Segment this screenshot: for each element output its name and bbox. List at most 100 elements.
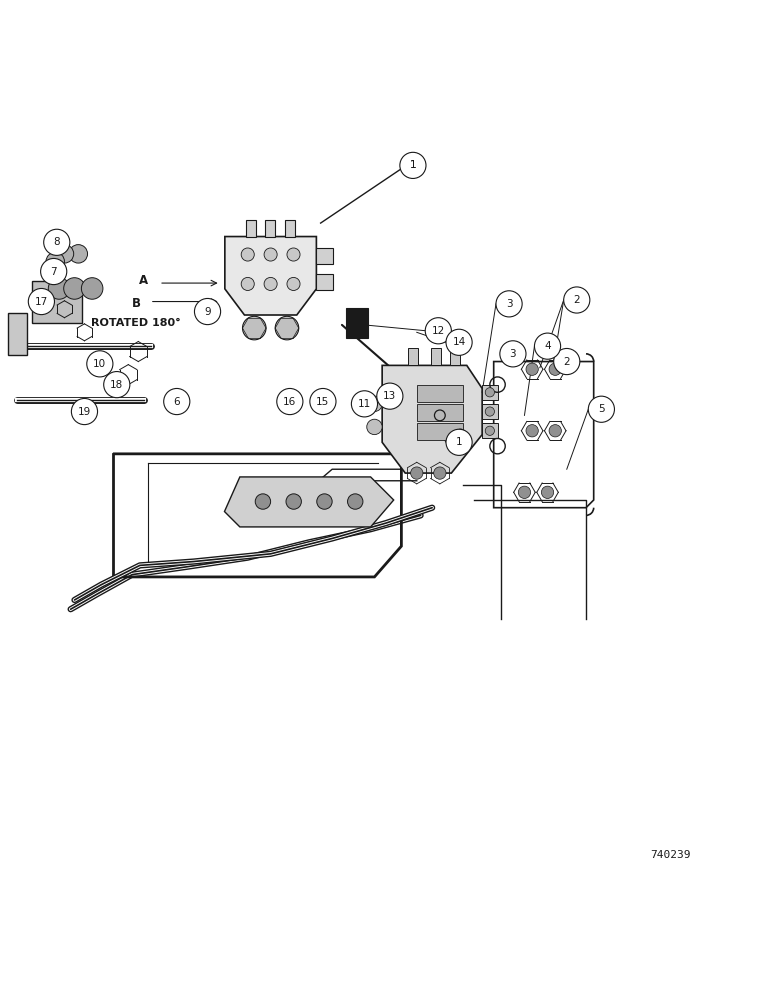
Bar: [482, 423, 497, 438]
Circle shape: [351, 391, 378, 417]
Text: 17: 17: [35, 297, 48, 307]
Circle shape: [317, 494, 332, 509]
Circle shape: [81, 278, 103, 299]
Bar: [32, 281, 82, 323]
Circle shape: [86, 351, 113, 377]
Bar: [417, 404, 463, 421]
Text: 10: 10: [93, 359, 107, 369]
Text: 4: 4: [544, 341, 551, 351]
Circle shape: [518, 486, 530, 498]
Circle shape: [486, 407, 494, 416]
Circle shape: [275, 316, 299, 340]
Text: 14: 14: [452, 337, 466, 347]
Text: 6: 6: [174, 397, 180, 407]
Circle shape: [588, 396, 615, 422]
Circle shape: [411, 467, 423, 479]
Text: ROTATED 180°: ROTATED 180°: [91, 318, 181, 328]
Circle shape: [446, 329, 472, 355]
Circle shape: [347, 494, 363, 509]
Circle shape: [499, 341, 526, 367]
Circle shape: [446, 429, 472, 455]
Text: 11: 11: [358, 399, 371, 409]
Text: 5: 5: [598, 404, 604, 414]
Circle shape: [287, 277, 300, 290]
Bar: [417, 385, 463, 402]
Circle shape: [486, 426, 494, 435]
Circle shape: [56, 245, 73, 263]
Bar: [431, 348, 441, 365]
Bar: [346, 308, 367, 338]
Circle shape: [277, 388, 303, 415]
Text: 7: 7: [50, 267, 57, 277]
Text: A: A: [139, 274, 148, 287]
Bar: [8, 313, 27, 355]
Text: 3: 3: [506, 299, 513, 309]
Circle shape: [164, 388, 190, 415]
Bar: [266, 220, 275, 237]
Text: 19: 19: [78, 407, 91, 417]
Text: 740239: 740239: [650, 850, 691, 860]
Circle shape: [195, 298, 221, 325]
Circle shape: [46, 252, 65, 271]
Circle shape: [425, 318, 452, 344]
Text: 18: 18: [110, 380, 124, 390]
Circle shape: [401, 153, 425, 178]
Circle shape: [49, 278, 69, 299]
Circle shape: [29, 288, 55, 315]
Circle shape: [242, 316, 266, 340]
Circle shape: [64, 278, 85, 299]
Circle shape: [526, 425, 538, 437]
Polygon shape: [225, 237, 317, 315]
Circle shape: [264, 248, 277, 261]
Circle shape: [434, 467, 446, 479]
Text: 12: 12: [432, 326, 445, 336]
Polygon shape: [382, 365, 482, 473]
Circle shape: [241, 277, 254, 290]
Circle shape: [42, 264, 61, 282]
Bar: [317, 274, 333, 290]
Circle shape: [287, 248, 300, 261]
Text: 2: 2: [574, 295, 580, 305]
Circle shape: [310, 388, 336, 415]
Circle shape: [69, 245, 87, 263]
Circle shape: [564, 287, 590, 313]
Circle shape: [241, 248, 254, 261]
Circle shape: [367, 396, 382, 412]
Circle shape: [41, 258, 66, 285]
Bar: [317, 248, 333, 264]
Circle shape: [71, 398, 97, 425]
Circle shape: [496, 291, 522, 317]
Text: 9: 9: [205, 307, 211, 317]
Bar: [482, 404, 497, 419]
Circle shape: [486, 388, 494, 397]
Circle shape: [534, 333, 560, 359]
Text: 1: 1: [455, 437, 462, 447]
Bar: [417, 423, 463, 440]
Bar: [245, 220, 256, 237]
Text: B: B: [131, 297, 141, 310]
Circle shape: [44, 229, 69, 255]
Text: 3: 3: [510, 349, 516, 359]
Circle shape: [264, 277, 277, 290]
Circle shape: [377, 383, 403, 409]
Circle shape: [526, 363, 538, 375]
Text: 15: 15: [317, 397, 330, 407]
Circle shape: [256, 494, 271, 509]
Text: 1: 1: [410, 160, 416, 170]
Text: 8: 8: [53, 237, 60, 247]
Bar: [450, 348, 460, 365]
Circle shape: [286, 494, 301, 509]
Circle shape: [541, 486, 554, 498]
Text: 1: 1: [410, 160, 416, 170]
Circle shape: [549, 363, 561, 375]
Bar: [482, 385, 497, 400]
Text: 13: 13: [383, 391, 397, 401]
Polygon shape: [225, 477, 394, 527]
Circle shape: [549, 425, 561, 437]
Text: 16: 16: [283, 397, 296, 407]
Circle shape: [400, 152, 426, 178]
Circle shape: [103, 372, 130, 398]
Circle shape: [367, 419, 382, 435]
Bar: [408, 348, 418, 365]
Text: 2: 2: [564, 357, 570, 367]
